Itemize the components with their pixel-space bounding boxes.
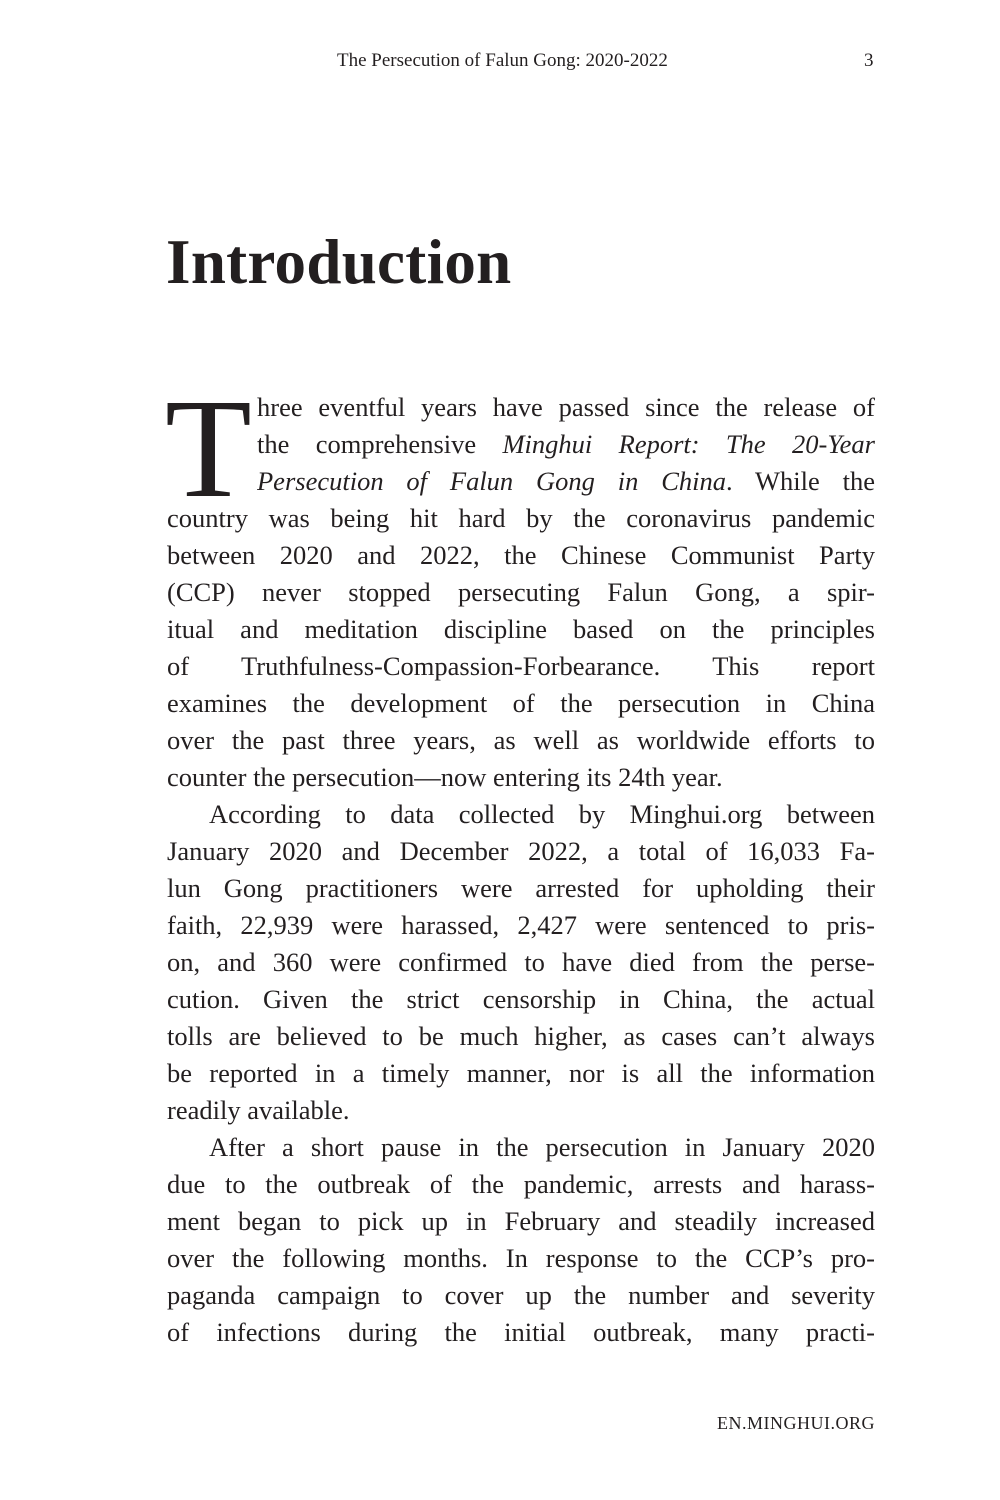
italic-title: Persecution of Falun Gong in China (257, 466, 727, 496)
text-span: lun Gong practitioners were arrested for… (167, 873, 875, 903)
footer-url: EN.MINGHUI.ORG (717, 1413, 875, 1433)
text-span: on, and 360 were confirmed to have died … (167, 947, 875, 977)
text-span: itual and meditation discipline based on… (167, 614, 875, 644)
text-line: counter the persecution—now entering its… (167, 759, 875, 796)
text-span: of infections during the initial outbrea… (167, 1317, 875, 1347)
text-span: due to the outbreak of the pandemic, arr… (167, 1169, 875, 1199)
text-line: between 2020 and 2022, the Chinese Commu… (167, 537, 875, 574)
text-line: readily available. (167, 1092, 875, 1129)
text-line: of Truthfulness-Compassion-Forbearance. … (167, 648, 875, 685)
text-line: over the following months. In response t… (167, 1240, 875, 1277)
text-line: over the past three years, as well as wo… (167, 722, 875, 759)
text-span: over the past three years, as well as wo… (167, 725, 875, 755)
text-line: cution. Given the strict censorship in C… (167, 981, 875, 1018)
text-span: between 2020 and 2022, the Chinese Commu… (167, 540, 875, 570)
text-span: tolls are believed to be much higher, as… (167, 1021, 875, 1051)
text-span: country was being hit hard by the corona… (167, 503, 875, 533)
text-line: examines the development of the persecut… (167, 685, 875, 722)
text-line: the comprehensive Minghui Report: The 20… (257, 426, 875, 463)
text-line: ment began to pick up in February and st… (167, 1203, 875, 1240)
text-line: (CCP) never stopped persecuting Falun Go… (167, 574, 875, 611)
text-span: (CCP) never stopped persecuting Falun Go… (167, 577, 875, 607)
text-span: hree eventful years have passed since th… (257, 392, 875, 422)
text-line: faith, 22,939 were harassed, 2,427 were … (167, 907, 875, 944)
text-span: be reported in a timely manner, nor is a… (167, 1058, 875, 1088)
text-span: of Truthfulness-Compassion-Forbearance. … (167, 651, 875, 681)
paragraph: According to data collected by Minghui.o… (167, 796, 875, 1129)
paragraph: After a short pause in the persecution i… (167, 1129, 875, 1351)
running-head-title: The Persecution of Falun Gong: 2020-2022 (337, 50, 668, 71)
text-span: examines the development of the persecut… (167, 688, 875, 718)
text-span: faith, 22,939 were harassed, 2,427 were … (167, 910, 875, 940)
text-span: counter the persecution—now entering its… (167, 762, 723, 792)
text-line: tolls are believed to be much higher, as… (167, 1018, 875, 1055)
page-number: 3 (864, 50, 874, 71)
text-line: hree eventful years have passed since th… (257, 389, 875, 426)
page-title: Introduction (166, 227, 512, 297)
text-line: paganda campaign to cover up the number … (167, 1277, 875, 1314)
text-span: . While the (726, 466, 875, 496)
text-line: country was being hit hard by the corona… (167, 500, 875, 537)
text-line: Persecution of Falun Gong in China. Whil… (257, 463, 875, 500)
text-line: January 2020 and December 2022, a total … (167, 833, 875, 870)
text-span: readily available. (167, 1095, 350, 1125)
text-line: on, and 360 were confirmed to have died … (167, 944, 875, 981)
text-line: be reported in a timely manner, nor is a… (167, 1055, 875, 1092)
text-span: According to data collected by Minghui.o… (209, 799, 875, 829)
text-line: of infections during the initial outbrea… (167, 1314, 875, 1351)
text-span: ment began to pick up in February and st… (167, 1206, 875, 1236)
text-span: cution. Given the strict censorship in C… (167, 984, 875, 1014)
text-span: the comprehensive (257, 429, 503, 459)
text-line: due to the outbreak of the pandemic, arr… (167, 1166, 875, 1203)
text-line: lun Gong practitioners were arrested for… (167, 870, 875, 907)
text-line: According to data collected by Minghui.o… (167, 796, 875, 833)
italic-title: Minghui Report: The 20-Year (502, 429, 875, 459)
text-line: itual and meditation discipline based on… (167, 611, 875, 648)
text-span: over the following months. In response t… (167, 1243, 875, 1273)
text-line: After a short pause in the persecution i… (167, 1129, 875, 1166)
drop-cap: T (165, 369, 252, 527)
text-span: paganda campaign to cover up the number … (167, 1280, 875, 1310)
text-span: After a short pause in the persecution i… (209, 1132, 875, 1162)
text-span: January 2020 and December 2022, a total … (167, 836, 875, 866)
